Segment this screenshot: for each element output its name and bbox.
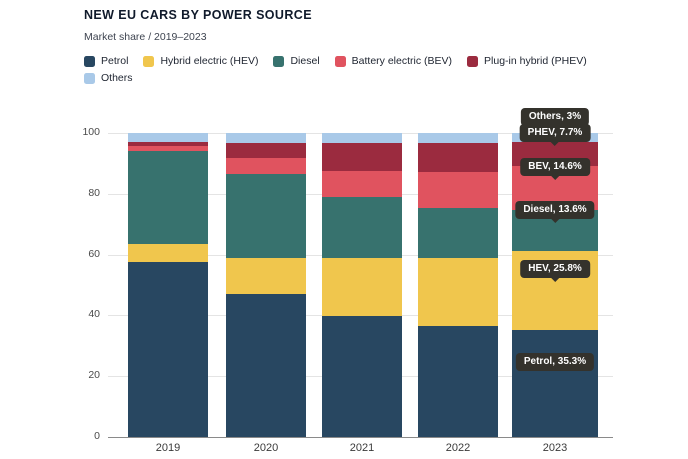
bar-segment-diesel-2022 [418, 208, 498, 258]
annotation-hev: HEV, 25.8% [520, 260, 590, 283]
chart-title: NEW EU CARS BY POWER SOURCE [84, 8, 312, 22]
bar-segment-diesel-2021 [322, 196, 402, 258]
legend: Petrol Hybrid electric (HEV) Diesel Battery… [84, 55, 587, 84]
y-tick-label-20: 20 [88, 369, 100, 382]
legend-item-bev: Battery electric (BEV) [334, 55, 453, 67]
annotation-petrol: Petrol, 35.3% [515, 353, 595, 372]
bar-segment-diesel-2019 [128, 151, 208, 245]
bar-segment-petrol-2019 [128, 261, 208, 437]
bar-segment-phev-2022 [418, 143, 498, 172]
legend-label-petrol: Petrol [101, 55, 129, 67]
bar-segment-others-2022 [418, 133, 498, 144]
bar-segment-bev-2020 [226, 158, 306, 175]
legend-swatch-hev [143, 55, 155, 67]
annotation-pointer-hev [550, 277, 560, 287]
legend-row-1: Petrol Hybrid electric (HEV) Diesel Battery… [84, 55, 587, 67]
legend-item-hev: Hybrid electric (HEV) [143, 55, 258, 67]
bar-2020 [226, 133, 306, 437]
annotation-pointer-bev [550, 174, 560, 185]
bar-2021 [322, 133, 402, 437]
annotation-phev: PHEV, 7.7% [519, 123, 591, 146]
legend-item-others: Others [84, 72, 133, 84]
bar-segment-phev-2019 [128, 141, 208, 146]
bar-segment-diesel-2020 [226, 174, 306, 258]
legend-label-diesel: Diesel [290, 55, 320, 67]
y-tick-label-100: 100 [82, 126, 100, 138]
legend-label-others: Others [101, 72, 133, 84]
annotation-diesel: Diesel, 13.6% [515, 200, 595, 223]
bar-2022 [418, 133, 498, 437]
legend-swatch-bev [334, 55, 346, 67]
legend-item-diesel: Diesel [273, 55, 320, 67]
x-axis-line [108, 436, 613, 438]
legend-label-phev: Plug-in hybrid (PHEV) [484, 55, 587, 67]
legend-label-hev: Hybrid electric (HEV) [160, 55, 259, 67]
bar-segment-petrol-2021 [322, 315, 402, 437]
y-tick-label-80: 80 [88, 186, 100, 199]
chart-subtitle: Market share / 2019–2023 [84, 31, 207, 43]
plot-area: Others, 3% PHEV, 7.7% BEV, 14.6% Diesel, 13… [108, 107, 613, 438]
bar-segment-phev-2020 [226, 142, 306, 159]
bar-segment-bev-2022 [418, 171, 498, 209]
bar-segment-petrol-2022 [418, 326, 498, 437]
bar-segment-hev-2022 [418, 257, 498, 327]
bar-segment-bev-2021 [322, 171, 402, 197]
bar-segment-others-2020 [226, 133, 306, 143]
legend-item-phev: Plug-in hybrid (PHEV) [467, 55, 587, 67]
legend-swatch-petrol [84, 55, 95, 67]
annotation-pointer-phev [549, 140, 560, 151]
bar-segment-petrol-2023 [512, 329, 598, 437]
y-tick-label-0: 0 [94, 430, 100, 442]
x-tick-label-2020: 2020 [253, 442, 279, 454]
legend-label-bev: Battery electric (BEV) [351, 55, 453, 67]
x-tick-label-2022: 2022 [445, 442, 471, 454]
bar-segment-hev-2020 [226, 257, 306, 295]
x-tick-label-2023: 2023 [542, 442, 568, 454]
annotation-pointer-diesel [550, 217, 560, 228]
y-tick-label-60: 60 [88, 247, 100, 260]
bar-segment-hev-2019 [128, 244, 208, 262]
bar-segment-others-2019 [128, 133, 208, 142]
x-tick-label-2021: 2021 [349, 442, 375, 454]
legend-row-2: Others [84, 72, 587, 84]
legend-swatch-phev [467, 55, 479, 67]
bar-segment-bev-2019 [128, 145, 208, 152]
bar-segment-petrol-2020 [226, 294, 306, 437]
annotation-bev: BEV, 14.6% [520, 157, 590, 180]
bar-segment-others-2021 [322, 133, 402, 144]
bar-segment-hev-2021 [322, 257, 402, 316]
bar-segment-phev-2021 [322, 143, 402, 172]
y-tick-label-40: 40 [88, 308, 100, 321]
legend-swatch-others [84, 72, 95, 84]
legend-swatch-diesel [273, 55, 285, 67]
legend-item-petrol: Petrol [84, 55, 128, 67]
bar-2019 [128, 133, 208, 437]
annotation-others: Others, 3% [520, 107, 590, 126]
x-tick-label-2019: 2019 [155, 442, 181, 454]
